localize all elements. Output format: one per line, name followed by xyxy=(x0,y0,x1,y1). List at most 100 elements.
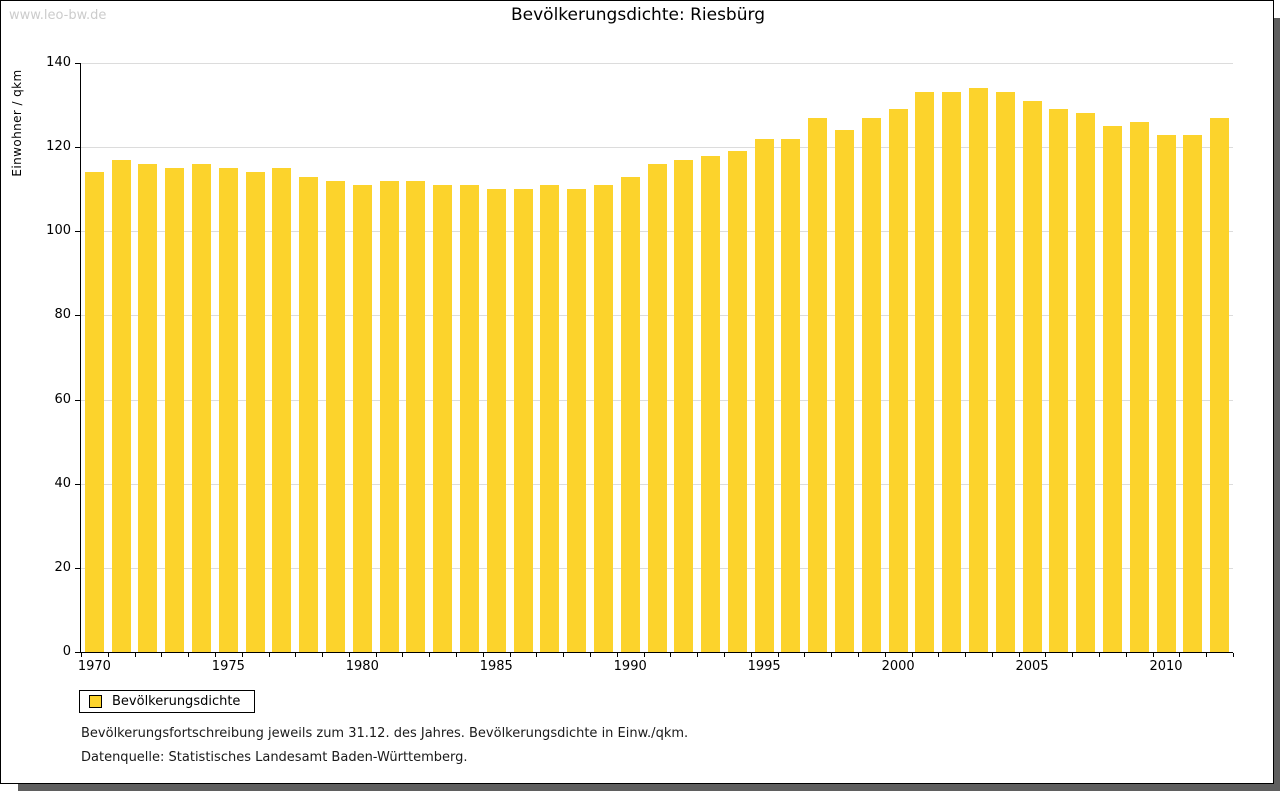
bar-1984 xyxy=(459,185,479,652)
x-tickmark-26 xyxy=(777,653,779,657)
gridline-120 xyxy=(81,147,1233,149)
bar-2001 xyxy=(915,92,935,652)
x-tickmark-28 xyxy=(831,653,833,657)
y-tick-label-100: 100 xyxy=(46,223,71,239)
bar-2012 xyxy=(1210,117,1230,652)
bar-1992 xyxy=(674,159,694,652)
bar-2011 xyxy=(1183,134,1203,652)
x-tick-label-2010: 2010 xyxy=(1149,659,1183,674)
bar-1971 xyxy=(111,159,131,652)
bar-2007 xyxy=(1076,113,1096,652)
x-tickmark-0 xyxy=(81,653,82,657)
x-tick-label-2005: 2005 xyxy=(1015,659,1049,674)
bar-1974 xyxy=(192,163,212,652)
window-shadow-bottom xyxy=(18,784,1280,791)
x-tickmark-22 xyxy=(670,653,672,657)
x-tickmark-14 xyxy=(456,653,458,657)
bar-2002 xyxy=(942,92,962,652)
x-tickmark-20 xyxy=(616,653,618,657)
bar-1978 xyxy=(299,176,319,652)
bar-2004 xyxy=(995,92,1015,652)
footnote-source-note: Bevölkerungsfortschreibung jeweils zum 3… xyxy=(81,726,689,741)
y-tick-label-80: 80 xyxy=(54,307,71,323)
bar-1972 xyxy=(138,163,158,652)
x-tickmark-36 xyxy=(1045,653,1047,657)
bar-2003 xyxy=(968,88,988,652)
bar-2008 xyxy=(1102,126,1122,652)
x-tick-label-1995: 1995 xyxy=(747,659,781,674)
x-tickmark-30 xyxy=(884,653,886,657)
y-tickmark-0 xyxy=(75,652,80,653)
x-tick-label-1970: 1970 xyxy=(77,659,111,674)
chart-title: Bevölkerungsdichte: Riesbürg xyxy=(511,5,765,25)
bar-1989 xyxy=(593,185,613,652)
bar-1973 xyxy=(165,168,185,652)
x-tick-label-1975: 1975 xyxy=(211,659,245,674)
watermark: www.leo-bw.de xyxy=(9,8,107,23)
bar-1977 xyxy=(272,168,292,652)
y-tick-label-60: 60 xyxy=(54,391,71,407)
bar-1975 xyxy=(218,168,238,652)
x-tickmark-38 xyxy=(1099,653,1101,657)
window-shadow-right xyxy=(1274,18,1280,791)
gridline-140 xyxy=(81,63,1233,64)
x-tickmark-10 xyxy=(348,653,350,657)
y-tick-label-0: 0 xyxy=(62,644,71,659)
bar-1976 xyxy=(245,172,265,652)
y-tickmark-100 xyxy=(75,231,80,233)
y-tickmark-20 xyxy=(75,567,80,569)
legend-swatch-icon xyxy=(89,695,102,708)
bar-1985 xyxy=(486,189,506,652)
x-tick-label-1980: 1980 xyxy=(345,659,379,674)
x-tickmark-16 xyxy=(509,653,511,657)
x-tickmark-17 xyxy=(536,653,538,657)
plot-area: 0 20 40 60 80 100 120 140 1970 1975 1980 1985 1990 19… xyxy=(46,55,1234,674)
bar-2000 xyxy=(888,109,908,652)
x-tickmark-40 xyxy=(1152,653,1154,657)
bar-1982 xyxy=(406,180,426,652)
x-tickmark-7 xyxy=(268,653,270,657)
x-tickmark-15 xyxy=(482,653,484,657)
x-tickmark-27 xyxy=(804,653,806,657)
bar-1998 xyxy=(835,130,855,652)
y-tickmark-80 xyxy=(75,315,80,317)
x-tickmark-1 xyxy=(107,653,109,657)
x-tickmark-9 xyxy=(322,653,324,657)
x-tickmark-31 xyxy=(911,653,913,657)
bar-1991 xyxy=(647,163,667,652)
y-tick-label-120: 120 xyxy=(46,139,71,155)
bar-1983 xyxy=(433,185,453,652)
x-tickmark-8 xyxy=(295,653,297,657)
x-tickmark-6 xyxy=(241,653,243,657)
x-tickmark-25 xyxy=(750,653,752,657)
y-tickmark-60 xyxy=(75,399,80,401)
x-tick-label-1985: 1985 xyxy=(479,659,513,674)
x-tickmark-18 xyxy=(563,653,565,657)
x-tickmark-37 xyxy=(1072,653,1074,657)
y-tickmark-40 xyxy=(75,483,80,485)
bar-2005 xyxy=(1022,100,1042,652)
x-tickmark-29 xyxy=(857,653,859,657)
bar-2010 xyxy=(1156,134,1176,652)
x-tickmark-34 xyxy=(991,653,993,657)
x-tickmark-5 xyxy=(214,653,216,657)
x-tickmark-24 xyxy=(723,653,725,657)
y-tick-label-20: 20 xyxy=(54,559,71,575)
legend: Bevölkerungsdichte xyxy=(79,690,255,713)
y-axis-line xyxy=(80,63,81,653)
x-tick-label-2000: 2000 xyxy=(881,659,915,674)
x-tickmark-43 xyxy=(1233,653,1234,657)
bar-1995 xyxy=(754,138,774,652)
bar-1997 xyxy=(808,117,828,652)
bar-1994 xyxy=(727,151,747,652)
x-tickmark-35 xyxy=(1018,653,1020,657)
y-axis-title: Einwohner / qkm xyxy=(10,69,24,177)
x-tickmark-33 xyxy=(965,653,967,657)
x-tickmark-21 xyxy=(643,653,645,657)
bar-1993 xyxy=(701,155,721,652)
x-tickmark-32 xyxy=(938,653,940,657)
bar-1979 xyxy=(326,180,345,652)
x-tickmark-19 xyxy=(590,653,592,657)
y-tickmark-140 xyxy=(75,63,80,64)
